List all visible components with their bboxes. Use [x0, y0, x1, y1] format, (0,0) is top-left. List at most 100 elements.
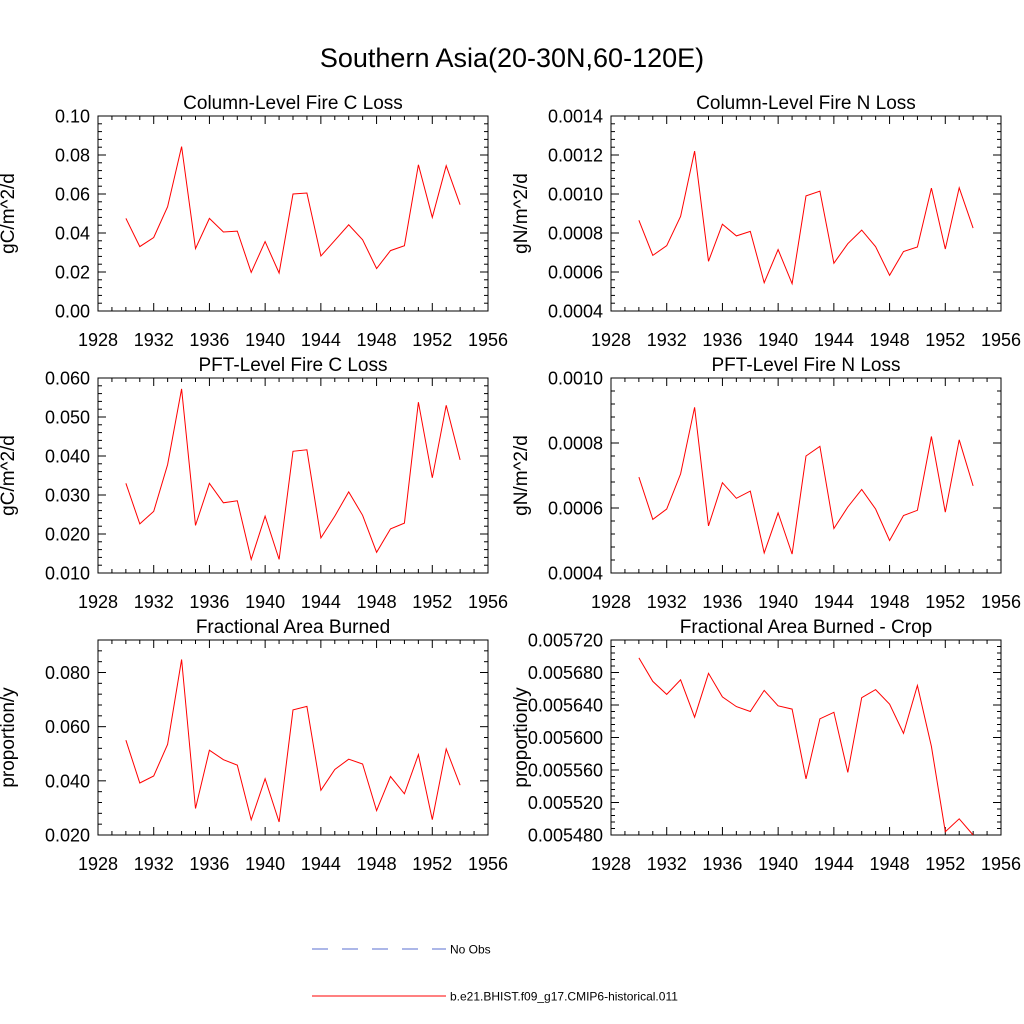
panel-6-ylabel: proportion/y [511, 687, 532, 788]
panel-1-frame [97, 115, 489, 312]
panel-6-xtick-label: 1944 [814, 854, 854, 874]
panel-4-ytick-label: 0.0004 [548, 564, 603, 584]
panel-4: PFT-Level Fire N Loss gN/m^2/d 1928 1932 193… [511, 355, 1021, 612]
panel-5-ytick-label: 0.080 [45, 663, 90, 683]
panel-1-ytick-label: 0.08 [55, 146, 90, 166]
panel-2-ylabel: gN/m^2/d [511, 173, 532, 254]
panel-2-xtick-label: 1952 [925, 330, 965, 350]
panel-3-ytick-label: 0.060 [45, 369, 90, 389]
panel-3-title: PFT-Level Fire C Loss [199, 355, 388, 376]
panel-2-xtick-label: 1944 [814, 330, 854, 350]
panel-1-ytick-label: 0.00 [55, 302, 90, 322]
panel-5-ylabel: proportion/y [0, 687, 19, 788]
panel-2-xtick-label: 1956 [981, 330, 1021, 350]
panel-5-xtick-label: 1956 [468, 854, 508, 874]
panel-3-ytick-label: 0.050 [45, 408, 90, 428]
panel-1-xtick-label: 1928 [78, 330, 118, 350]
panels: Column-Level Fire C Loss gC/m^2/d 1928 1932… [0, 93, 1021, 874]
panel-3-frame [97, 377, 489, 574]
panel-4-xtick-label: 1944 [814, 592, 854, 612]
panel-2: Column-Level Fire N Loss gN/m^2/d 1928 1932… [511, 93, 1021, 350]
panel-2-ytick-label: 0.0012 [548, 146, 603, 166]
panel-2-xtick-label: 1928 [591, 330, 631, 350]
panel-6-xtick-label: 1956 [981, 854, 1021, 874]
panel-6-xtick-label: 1932 [647, 854, 687, 874]
panel-6-series-line [638, 657, 974, 836]
panel-6-frame [610, 639, 1002, 836]
panel-6-ytick-label: 0.005720 [528, 631, 603, 651]
panel-1-xtick-label: 1936 [189, 330, 229, 350]
panel-4-ytick-label: 0.0006 [548, 499, 603, 519]
panel-1-ytick-label: 0.02 [55, 263, 90, 283]
panel-4-title: PFT-Level Fire N Loss [712, 355, 901, 376]
panel-3-xtick-label: 1932 [134, 592, 174, 612]
panel-6-ytick-label: 0.005640 [528, 696, 603, 716]
panel-1-xtick-label: 1956 [468, 330, 508, 350]
panel-6-ytick-label: 0.005600 [528, 728, 603, 748]
panel-2-ytick-label: 0.0004 [548, 302, 603, 322]
panel-1: Column-Level Fire C Loss gC/m^2/d 1928 1932… [0, 93, 508, 350]
panel-3-ylabel: gC/m^2/d [0, 435, 19, 516]
legend: No Obs b.e21.BHIST.f09_g17.CMIP6-histori… [312, 943, 678, 1004]
panel-6: Fractional Area Burned - Crop proportion/… [511, 617, 1021, 874]
panel-1-xtick-label: 1940 [245, 330, 285, 350]
panel-2-xtick-label: 1948 [870, 330, 910, 350]
panel-1-title: Column-Level Fire C Loss [183, 93, 403, 114]
panel-2-ytick-label: 0.0006 [548, 263, 603, 283]
panel-4-xtick-label: 1932 [647, 592, 687, 612]
panel-6-xtick-label: 1940 [758, 854, 798, 874]
panel-6-ytick-label: 0.005560 [528, 761, 603, 781]
panel-5-ytick-label: 0.040 [45, 771, 90, 791]
panel-2-series-line [638, 150, 974, 286]
panel-6-title: Fractional Area Burned - Crop [680, 617, 932, 638]
panel-2-ytick-label: 0.0014 [548, 107, 603, 127]
panel-5: Fractional Area Burned proportion/y 1928 19… [0, 617, 508, 874]
panel-3-xtick-label: 1944 [301, 592, 341, 612]
legend-entry-obs: No Obs [312, 943, 491, 957]
panel-6-xtick-label: 1952 [925, 854, 965, 874]
panel-1-ytick-label: 0.10 [55, 107, 90, 127]
panel-1-xtick-label: 1932 [134, 330, 174, 350]
legend-label-model: b.e21.BHIST.f09_g17.CMIP6-historical.011 [450, 990, 678, 1004]
panel-3-xtick-label: 1928 [78, 592, 118, 612]
panel-2-frame [610, 115, 1002, 312]
panel-5-ytick-label: 0.060 [45, 717, 90, 737]
panel-2-xtick-label: 1940 [758, 330, 798, 350]
panel-4-xtick-label: 1936 [702, 592, 742, 612]
panel-4-xtick-label: 1940 [758, 592, 798, 612]
panel-6-ytick-label: 0.005480 [528, 826, 603, 846]
panel-6-xtick-label: 1948 [870, 854, 910, 874]
figure-title: Southern Asia(20-30N,60-120E) [320, 43, 704, 73]
panel-1-xtick-label: 1944 [301, 330, 341, 350]
panel-5-xtick-label: 1948 [357, 854, 397, 874]
panel-4-ylabel: gN/m^2/d [511, 435, 532, 516]
panel-6-xtick-label: 1936 [702, 854, 742, 874]
panel-6-ytick-label: 0.005520 [528, 793, 603, 813]
panel-4-frame [610, 377, 1002, 574]
panel-3-xtick-label: 1952 [412, 592, 452, 612]
panel-5-xtick-label: 1928 [78, 854, 118, 874]
panel-1-ytick-label: 0.06 [55, 185, 90, 205]
panel-5-series-line [125, 659, 461, 823]
panel-3-ytick-label: 0.010 [45, 564, 90, 584]
panel-2-ytick-label: 0.0008 [548, 224, 603, 244]
panel-2-ytick-label: 0.0010 [548, 185, 603, 205]
panel-5-xtick-label: 1940 [245, 854, 285, 874]
panel-6-ytick-label: 0.005680 [528, 663, 603, 683]
panel-5-xtick-label: 1936 [189, 854, 229, 874]
panel-3: PFT-Level Fire C Loss gC/m^2/d 1928 1932 193… [0, 355, 508, 612]
panel-3-xtick-label: 1956 [468, 592, 508, 612]
panel-5-xtick-label: 1952 [412, 854, 452, 874]
panel-4-xtick-label: 1948 [870, 592, 910, 612]
panel-4-xtick-label: 1956 [981, 592, 1021, 612]
panel-5-title: Fractional Area Burned [196, 617, 390, 638]
panel-5-xtick-label: 1932 [134, 854, 174, 874]
legend-label-obs: No Obs [450, 943, 491, 957]
panel-3-xtick-label: 1936 [189, 592, 229, 612]
panel-3-xtick-label: 1940 [245, 592, 285, 612]
legend-entry-model: b.e21.BHIST.f09_g17.CMIP6-historical.011 [312, 990, 678, 1004]
panel-2-title: Column-Level Fire N Loss [696, 93, 916, 114]
panel-4-ytick-label: 0.0010 [548, 369, 603, 389]
panel-6-xtick-label: 1928 [591, 854, 631, 874]
